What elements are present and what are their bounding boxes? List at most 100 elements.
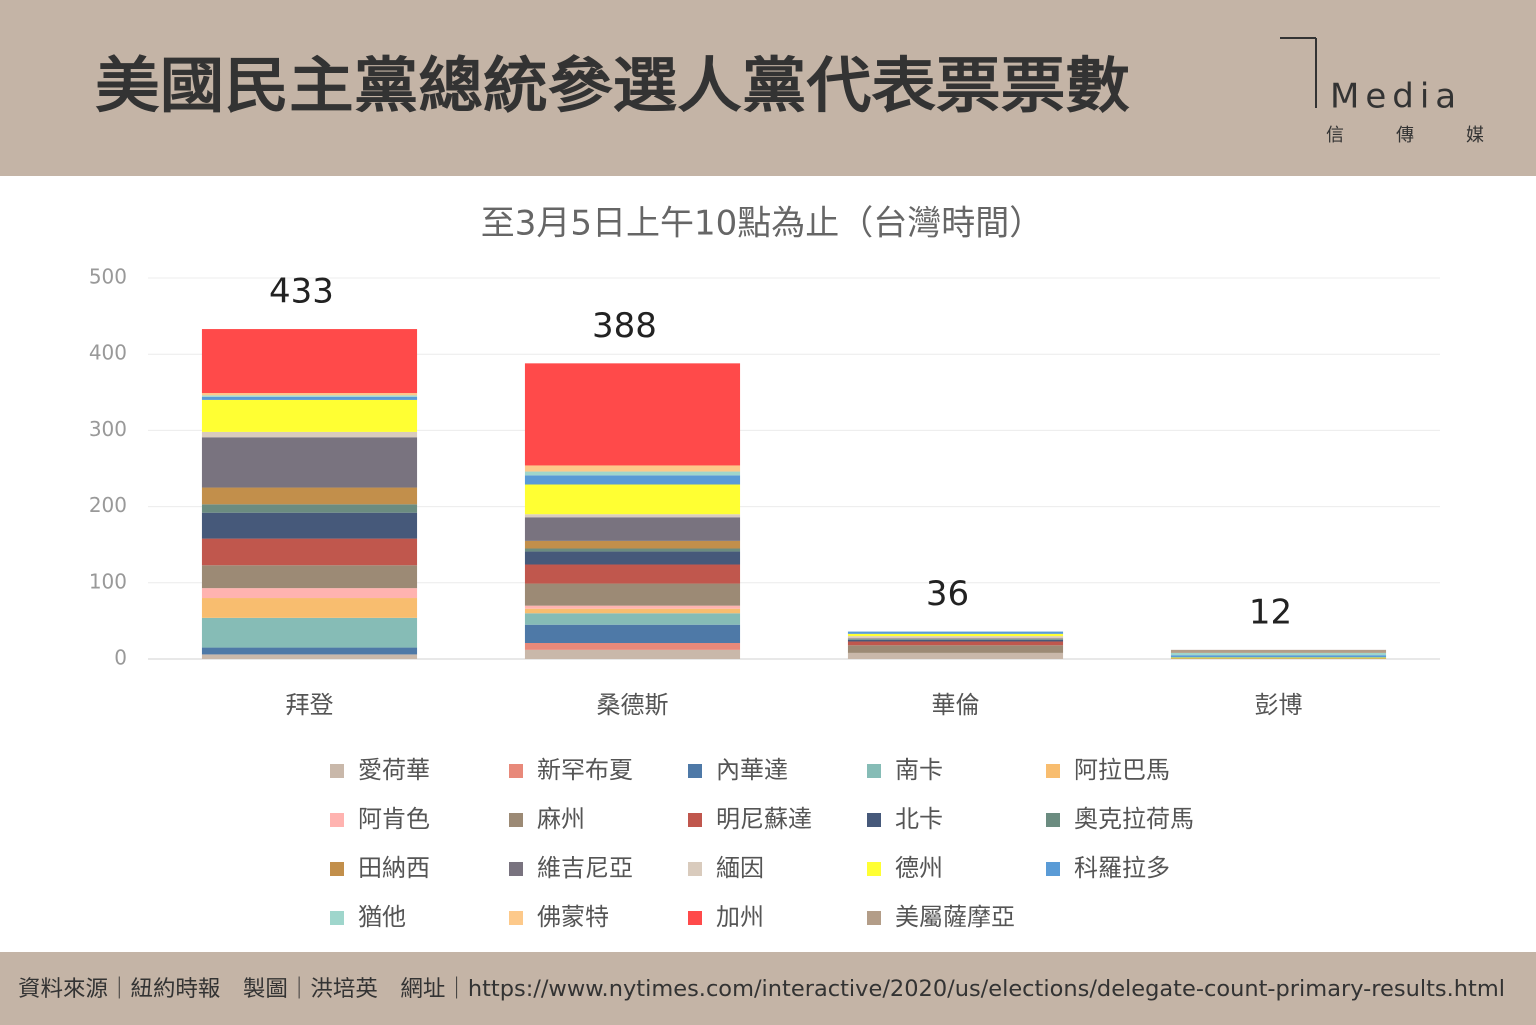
legend-label: 南卡 (895, 756, 943, 784)
bar-segment (524, 583, 741, 606)
legend-label: 奧克拉荷馬 (1074, 805, 1194, 833)
bar-segment (524, 548, 741, 552)
legend-swatch (330, 813, 344, 827)
legend-label: 愛荷華 (358, 756, 430, 784)
legend-label: 德州 (895, 854, 943, 882)
bar-segment (847, 631, 1064, 634)
y-tick-label: 400 (89, 341, 127, 365)
legend-swatch (867, 911, 881, 925)
bar-segment (524, 363, 741, 466)
legend-swatch (1046, 813, 1060, 827)
chart-title: 至3月5日上午10點為止（台灣時間） (481, 204, 1044, 244)
legend-swatch (330, 911, 344, 925)
legend-label: 緬因 (716, 854, 764, 882)
logo-name: Media (1330, 77, 1462, 117)
legend-label: 新罕布夏 (537, 756, 633, 784)
legend-swatch (1046, 862, 1060, 876)
bar-segment (201, 512, 418, 539)
bar-segment (201, 565, 418, 589)
legend-swatch (509, 813, 523, 827)
legend-label: 美屬薩摩亞 (895, 903, 1015, 931)
legend-label: 維吉尼亞 (537, 854, 633, 882)
legend-label: 北卡 (895, 805, 943, 833)
legend-label: 科羅拉多 (1074, 854, 1170, 882)
legend-swatch (688, 911, 702, 925)
bar-segment (524, 517, 741, 541)
bar-segment (847, 633, 1064, 637)
bar-segment (201, 396, 418, 400)
bar-segment (847, 645, 1064, 653)
total-label: 433 (269, 272, 334, 312)
legend-label: 阿肯色 (358, 805, 430, 833)
legend-label: 田納西 (358, 854, 430, 882)
bar-segment (847, 639, 1064, 640)
bar-segment (201, 431, 418, 438)
legend-swatch (688, 862, 702, 876)
legend-label: 內華達 (716, 756, 788, 784)
bar-segment (1170, 655, 1387, 658)
bar-segment (847, 639, 1064, 642)
bar-segment (524, 471, 741, 476)
bar-segment (524, 624, 741, 643)
bar-segment (201, 437, 418, 488)
y-tick-label: 500 (89, 265, 127, 289)
x-tick-label: 華倫 (932, 691, 980, 719)
bar-segment (524, 514, 741, 518)
legend-swatch (688, 764, 702, 778)
legend-swatch (509, 862, 523, 876)
bar-segment (201, 588, 418, 599)
bar-segment (201, 504, 418, 513)
x-tick-label: 彭博 (1255, 691, 1303, 719)
legend-swatch (1046, 764, 1060, 778)
bar-segment (201, 617, 418, 648)
y-tick-label: 0 (114, 646, 127, 670)
legend-swatch (867, 813, 881, 827)
bar-segment (1170, 657, 1387, 659)
bar-segment (847, 636, 1064, 639)
header-band (0, 0, 1536, 176)
legend-swatch (509, 764, 523, 778)
bar-segment (201, 598, 418, 618)
bar-segment (201, 654, 418, 659)
legend-label: 加州 (716, 903, 764, 931)
footer-text: 資料來源｜紐約時報 製圖｜洪培英 網址｜https://www.nytimes.… (18, 977, 1505, 1002)
legend-label: 明尼蘇達 (716, 805, 812, 833)
y-tick-label: 300 (89, 417, 127, 441)
bar-segment (847, 652, 1064, 659)
legend-swatch (688, 813, 702, 827)
bar-segment (1170, 649, 1387, 653)
legend-swatch (867, 862, 881, 876)
total-label: 36 (926, 574, 969, 614)
total-label: 388 (592, 306, 657, 346)
total-label: 12 (1249, 592, 1292, 632)
legend-swatch (330, 764, 344, 778)
bar-segment (201, 647, 418, 655)
bar-segment (524, 551, 741, 565)
x-tick-label: 拜登 (286, 691, 334, 719)
bar-segment (201, 538, 418, 566)
bar-segment (201, 393, 418, 396)
x-tick-label: 桑德斯 (597, 691, 669, 719)
bar-segment (847, 641, 1064, 646)
bar-segment (1170, 658, 1387, 659)
bar-segment (524, 475, 741, 485)
bar-segment (524, 613, 741, 625)
logo-subtitle: 信傳媒 (1326, 125, 1536, 146)
bar-segment (201, 487, 418, 505)
logo: Media 信傳媒 (1280, 37, 1536, 146)
bar-segment (524, 484, 741, 515)
y-tick-label: 100 (89, 569, 127, 593)
bar-segment (201, 329, 418, 394)
footer-band (0, 952, 1536, 1025)
bar-segment (201, 395, 418, 397)
page-title: 美國民主黨總統參選人黨代表票票數 (95, 52, 1130, 122)
bar-segment (524, 465, 741, 472)
bar-segment (524, 642, 741, 650)
bar-segment (524, 564, 741, 584)
bar-segment (524, 605, 741, 609)
legend-label: 猶他 (358, 903, 406, 931)
legend-label: 阿拉巴馬 (1074, 756, 1170, 784)
bar-segment (524, 608, 741, 614)
bar-segment (1170, 652, 1387, 656)
